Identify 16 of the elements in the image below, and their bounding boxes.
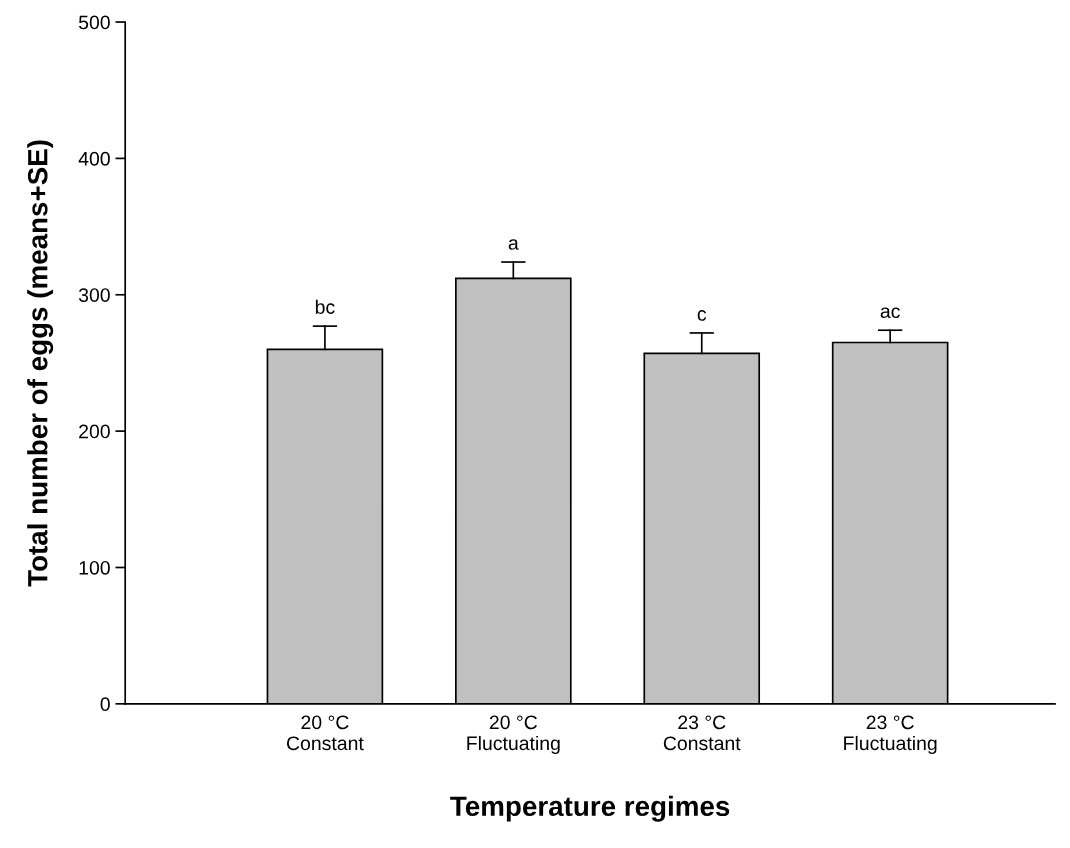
x-tick-label: 23 °C Constant [663,715,741,751]
y-tick-label: 300 [78,288,110,302]
data-label: bc [315,299,335,314]
y-tick-label: 400 [78,151,110,166]
y-tick-label: 100 [79,560,110,575]
y-tick-label: 500 [78,15,110,30]
data-label: a [508,239,519,250]
x-tick-label: 20 °C Constant [286,715,364,751]
x-tick-label: 23 °C Fluctuating [844,715,937,755]
y-tick-label: 200 [79,424,110,439]
x-tick-label: 20 °C Fluctuating [467,715,560,755]
data-label: c [697,310,707,321]
data-label: ac [880,307,900,319]
y-axis-title: Total number of eggs (means+SE) [27,140,54,587]
y-tick-label: 0 [100,697,110,712]
x-axis-title: Temperature regimes [450,795,730,822]
